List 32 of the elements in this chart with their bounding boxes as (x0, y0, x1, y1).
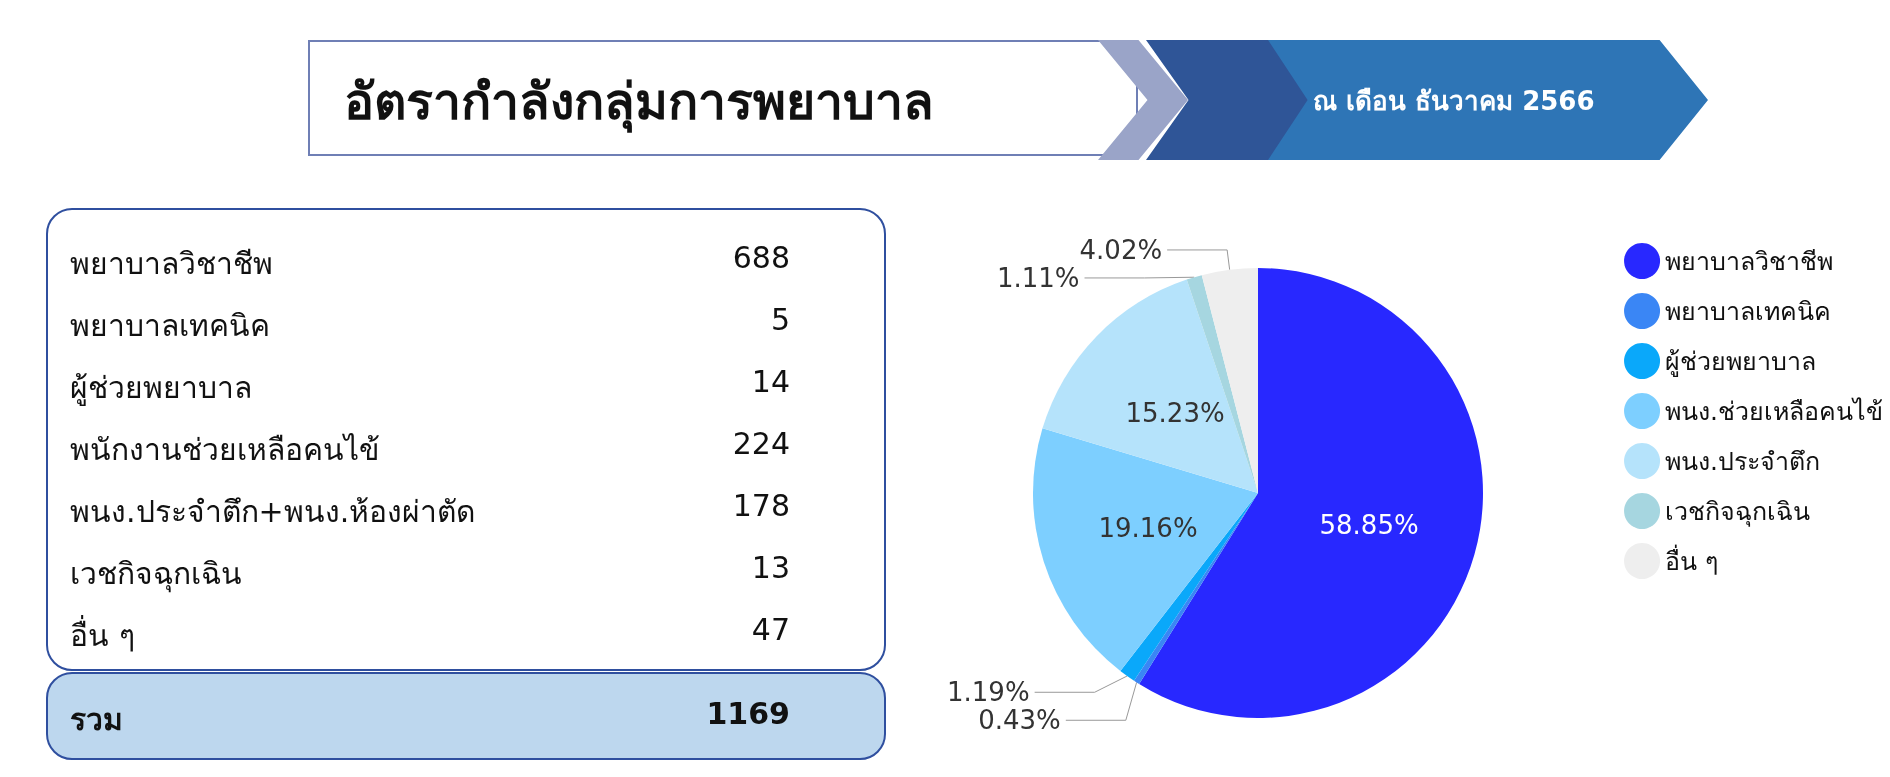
category-label: อื่น ๆ (70, 614, 135, 655)
category-label: พยาบาลวิชาชีพ (70, 245, 273, 283)
data-label: 15.23% (1125, 397, 1225, 428)
category-label: รวม (70, 701, 123, 739)
category-label: เวชกิจฉุกเฉิน (70, 555, 242, 595)
legend-label: ผู้ช่วยพยาบาล (1665, 346, 1817, 377)
legend-label: พนง.ช่วยเหลือคนไข้ (1665, 396, 1884, 426)
category-label: พนักงานช่วยเหลือคนไข้ (70, 431, 380, 469)
data-label: 1.19% (947, 677, 1030, 708)
legend-label: พยาบาลวิชาชีพ (1665, 246, 1834, 276)
category-label: พยาบาลเทคนิค (70, 307, 270, 345)
data-label: 47 (751, 612, 790, 647)
legend-label: อื่น ๆ (1665, 543, 1719, 576)
data-label: 178 (732, 488, 790, 523)
category-label: พนง.ประจำตึก+พนง.ห้องผ่าตัด (70, 493, 476, 531)
data-label: 1.11% (996, 262, 1080, 293)
data-label: 19.16% (1098, 513, 1198, 544)
legend-label: พนง.ประจำตึก (1665, 446, 1821, 476)
data-label: 4.02% (1079, 234, 1163, 265)
data-label: 13 (751, 550, 790, 585)
data-label: 224 (732, 426, 790, 461)
legend-label: เวชกิจฉุกเฉิน (1665, 496, 1811, 527)
data-label: 58.85% (1319, 509, 1419, 540)
data-label: 1169 (706, 696, 790, 731)
data-label: 688 (732, 240, 790, 275)
text: อัตรากำลังกลุ่มการพยาบาล (344, 72, 934, 135)
data-label: 14 (751, 364, 790, 399)
data-label: 5 (770, 302, 790, 337)
text: ณ เดือน ธันวาคม 2566 (1313, 85, 1595, 118)
category-label: ผู้ช่วยพยาบาล (70, 369, 252, 408)
legend-label: พยาบาลเทคนิค (1665, 296, 1832, 326)
data-label: 0.43% (978, 705, 1061, 736)
